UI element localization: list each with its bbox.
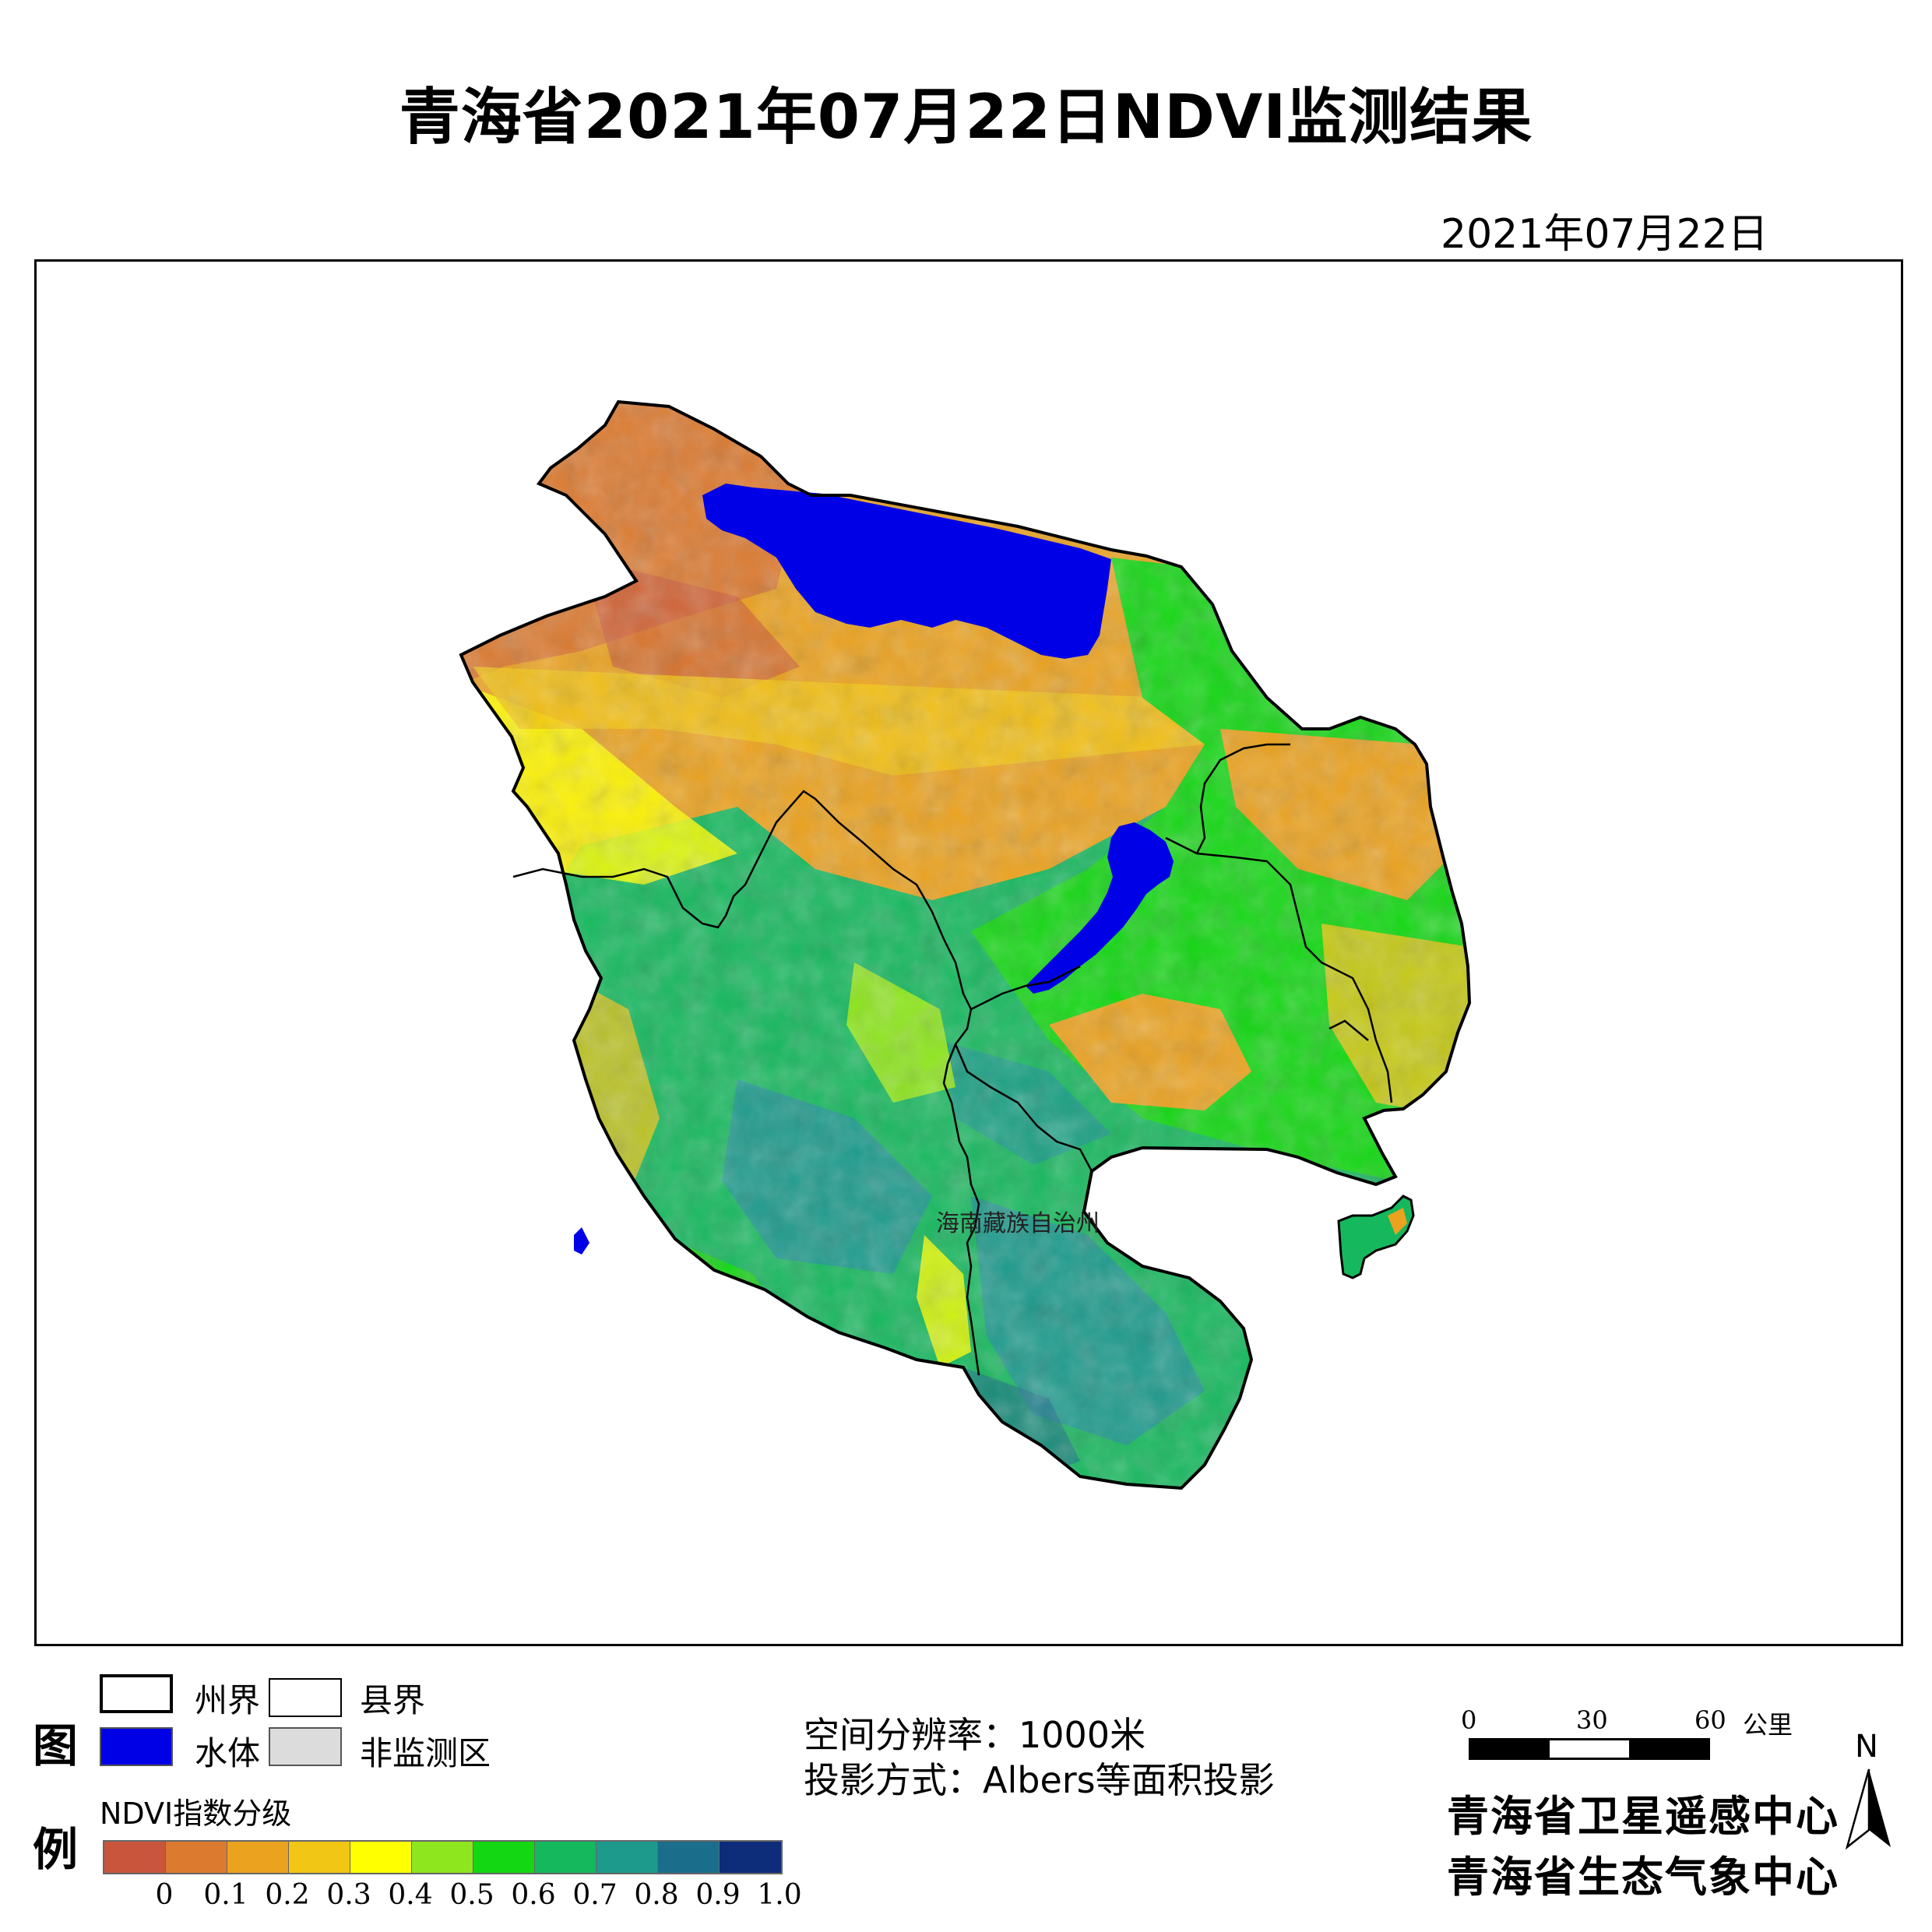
north-label: N: [1855, 1729, 1878, 1765]
ndvi-map: [459, 400, 1471, 1490]
map-title: 青海省2021年07月22日NDVI监测结果: [399, 83, 1533, 153]
north-arrow-icon: [1845, 1768, 1891, 1850]
ndvi-tick-label: 0: [155, 1879, 174, 1911]
ndvi-tick-label: 0.1: [203, 1879, 248, 1911]
scale-tick-60: 60: [1694, 1705, 1726, 1735]
ndvi-ramp-swatch: [104, 1842, 166, 1873]
legend-title-line1: 图: [33, 1719, 79, 1772]
ndvi-ramp-swatch: [658, 1842, 720, 1873]
ndvi-tick-label: 0.9: [695, 1879, 741, 1911]
ndvi-tick-label: 0.8: [634, 1879, 679, 1911]
ndvi-tick-label: 0.5: [449, 1879, 494, 1911]
legend-title-line2: 例: [33, 1823, 79, 1876]
map-frame: 海南藏族自治州: [34, 259, 1903, 1646]
ndvi-ramp-swatch: [412, 1842, 473, 1873]
region-label: 海南藏族自治州: [936, 1210, 1100, 1237]
water-swatch: [100, 1727, 173, 1766]
scale-unit: 公里: [1743, 1710, 1793, 1740]
non-monitoring-label: 非监测区: [360, 1734, 491, 1772]
resolution-text: 空间分辨率：1000米: [804, 1714, 1146, 1756]
prefecture-border-label: 州界: [195, 1681, 261, 1719]
ndvi-ramp-swatch: [535, 1842, 596, 1873]
ndvi-tick-label: 1.0: [757, 1879, 802, 1911]
scale-bar: [1469, 1738, 1710, 1760]
map-date: 2021年07月22日: [1441, 211, 1768, 258]
small-water: [574, 1227, 589, 1255]
ndvi-ramp-swatch: [720, 1842, 781, 1873]
scale-tick-30: 30: [1576, 1705, 1608, 1735]
qinghai-lake: [702, 484, 1111, 659]
county-border-swatch: [269, 1678, 342, 1717]
ndvi-color-ramp: [103, 1840, 783, 1874]
ndvi-tick-label: 0.4: [388, 1879, 433, 1911]
ndvi-ramp-swatch: [289, 1842, 350, 1873]
ndvi-ramp-swatch: [473, 1842, 535, 1873]
ndvi-tick-label: 0.7: [572, 1879, 618, 1911]
ndvi-ramp-swatch: [596, 1842, 658, 1873]
org-satellite-center: 青海省卫星遥感中心: [1447, 1792, 1839, 1841]
ndvi-tick-label: 0.6: [511, 1879, 556, 1911]
projection-text: 投影方式：Albers等面积投影: [804, 1759, 1275, 1801]
county-borders: [512, 743, 1393, 1376]
org-eco-meteorology-center: 青海省生态气象中心: [1447, 1853, 1839, 1902]
ndvi-ramp-swatch: [227, 1842, 289, 1873]
ndvi-ramp-swatch: [166, 1842, 227, 1873]
county-border-label: 县界: [360, 1681, 426, 1719]
ndvi-tick-label: 0.3: [326, 1879, 371, 1911]
ndvi-legend-title: NDVI指数分级: [100, 1797, 292, 1831]
ndvi-ramp-swatch: [350, 1842, 412, 1873]
water-label: 水体: [195, 1734, 261, 1772]
eastern-islet-patch: [1388, 1208, 1407, 1235]
prefecture-border-swatch: [100, 1674, 173, 1713]
reservoir: [1026, 822, 1174, 994]
ndvi-tick-label: 0.2: [265, 1879, 310, 1911]
non-monitoring-swatch: [269, 1727, 342, 1766]
scale-tick-0: 0: [1461, 1705, 1477, 1735]
